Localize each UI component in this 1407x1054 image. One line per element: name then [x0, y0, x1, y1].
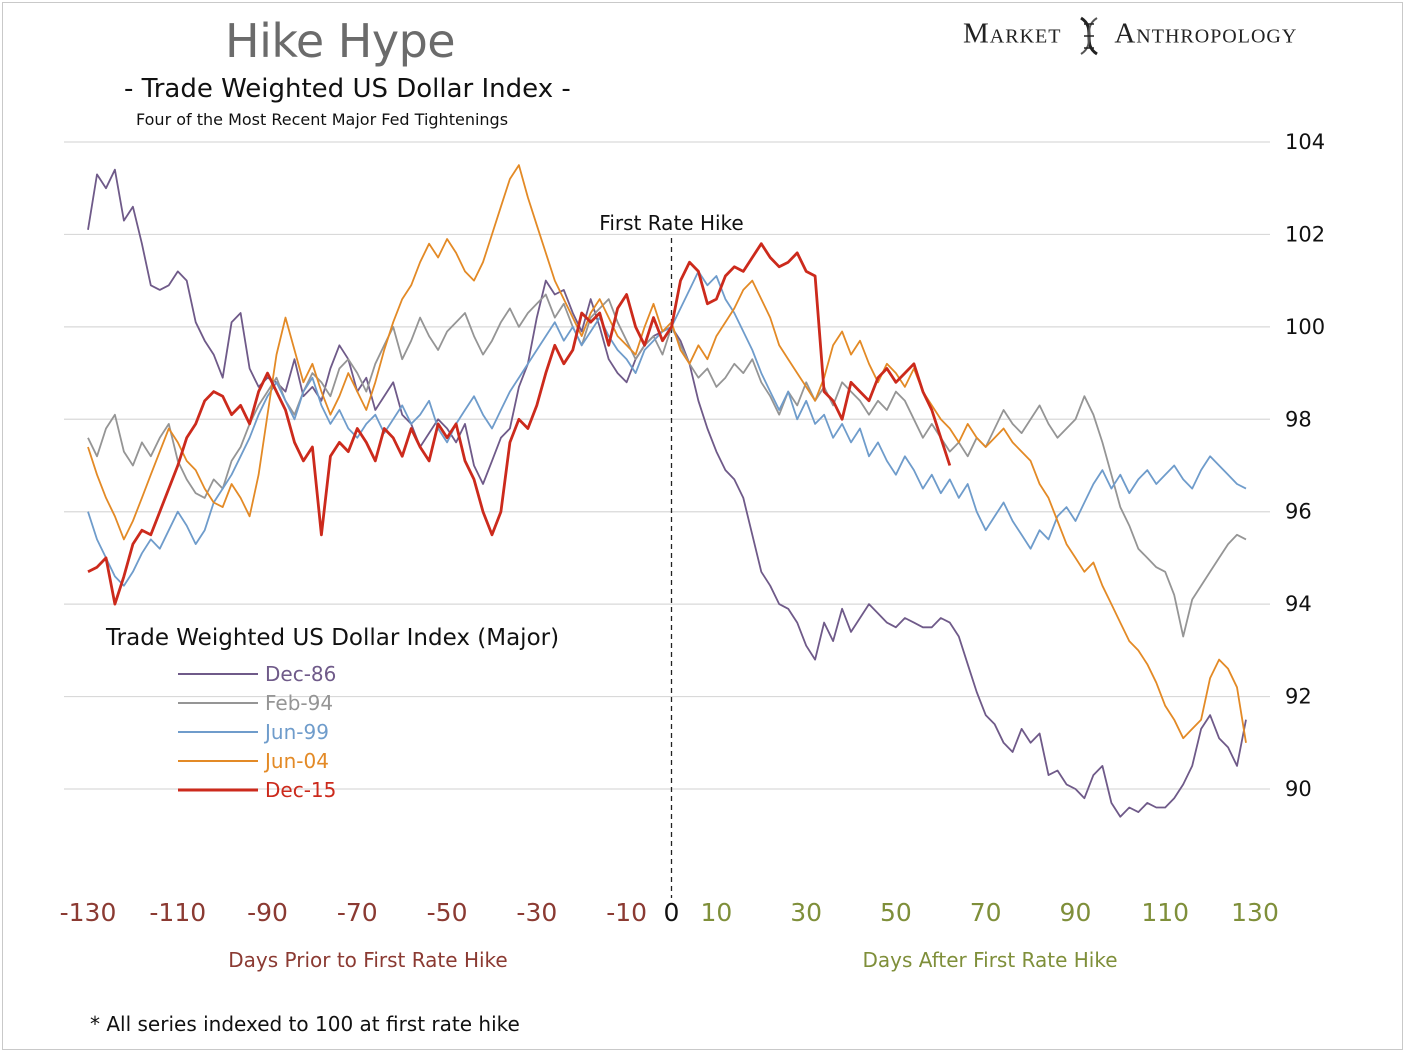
- x-tick-label: -110: [149, 898, 206, 927]
- y-tick-label: 90: [1285, 777, 1312, 801]
- y-tick-label: 104: [1285, 130, 1325, 154]
- y-tick-label: 94: [1285, 592, 1312, 616]
- series-line-dec-86: [87, 168, 1247, 818]
- y-tick-label: 98: [1285, 407, 1312, 431]
- first-hike-label: First Rate Hike: [599, 211, 743, 235]
- x-tick-label: 90: [1060, 898, 1092, 927]
- first-hike-marker: First Rate Hike: [599, 211, 744, 898]
- legend-label-dec-86: Dec-86: [265, 662, 336, 686]
- brand-name-right: Anthropology: [1114, 17, 1298, 50]
- dna-helix-icon: [1076, 16, 1102, 56]
- series-line-jun-04: [87, 164, 1247, 743]
- x-tick-label: -30: [516, 898, 557, 927]
- y-tick-label: 92: [1285, 685, 1312, 709]
- legend-title: Trade Weighted US Dollar Index (Major): [105, 625, 559, 651]
- legend-label-dec-15: Dec-15: [265, 778, 336, 802]
- x-axis-label-after: Days After First Rate Hike: [862, 948, 1117, 972]
- x-axis-label-prior: Days Prior to First Rate Hike: [228, 948, 507, 972]
- legend-label-jun-99: Jun-99: [263, 720, 329, 744]
- y-tick-label: 96: [1285, 500, 1312, 524]
- series-lines: [87, 164, 1247, 818]
- chart-subtitle-secondary: Four of the Most Recent Major Fed Tighte…: [136, 110, 509, 129]
- series-line-dec-15: [87, 242, 952, 606]
- x-tick-label: 110: [1141, 898, 1189, 927]
- y-tick-label: 102: [1285, 222, 1325, 246]
- y-axis: 90 92 94 96 98 100 102 104: [1285, 130, 1325, 801]
- x-tick-label: 130: [1231, 898, 1279, 927]
- x-tick-label: -90: [247, 898, 288, 927]
- series-line-feb-94: [87, 293, 1247, 638]
- brand-logo: Market Anthropology: [963, 16, 1297, 56]
- footnote: * All series indexed to 100 at first rat…: [90, 1012, 520, 1036]
- x-tick-label: -130: [60, 898, 117, 927]
- x-tick-label: 0: [664, 898, 680, 927]
- brand-name-left: Market: [963, 17, 1062, 50]
- x-tick-label: 70: [970, 898, 1002, 927]
- series-line-jun-99: [87, 270, 1247, 587]
- legend: Trade Weighted US Dollar Index (Major) D…: [105, 625, 559, 802]
- x-tick-label: 10: [700, 898, 732, 927]
- x-tick-label: -50: [427, 898, 468, 927]
- legend-label-jun-04: Jun-04: [263, 749, 329, 773]
- gridlines: [64, 141, 1270, 790]
- x-tick-label: -10: [606, 898, 647, 927]
- x-tick-label: 50: [880, 898, 912, 927]
- x-tick-label: 30: [790, 898, 822, 927]
- legend-label-feb-94: Feb-94: [265, 691, 333, 715]
- y-tick-label: 100: [1285, 315, 1325, 339]
- chart-subtitle: - Trade Weighted US Dollar Index -: [124, 74, 571, 104]
- chart-title: Hike Hype: [225, 14, 456, 68]
- x-axis: -130 -110 -90 -70 -50 -30 -10 0 10 30 50 70 90 110 130: [60, 898, 1279, 927]
- x-tick-label: -70: [337, 898, 378, 927]
